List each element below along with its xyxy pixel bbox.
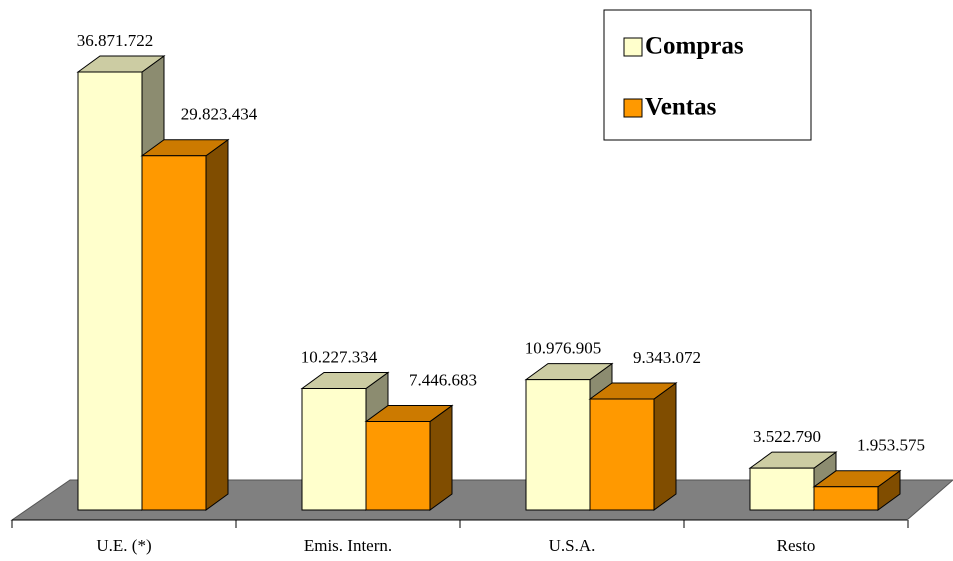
bar-side <box>429 404 453 511</box>
value-label: 7.446.683 <box>409 370 477 389</box>
legend-label: Compras <box>645 33 744 60</box>
value-label: 36.871.722 <box>77 31 154 50</box>
bar-front <box>525 379 591 511</box>
x-tick-label: U.S.A. <box>549 536 596 555</box>
legend <box>603 9 812 141</box>
x-tick-label: U.E. (*) <box>96 536 151 555</box>
value-label: 9.343.072 <box>633 348 701 367</box>
bar <box>364 404 454 511</box>
bar <box>588 382 678 511</box>
bar <box>140 138 230 511</box>
legend-swatch <box>623 37 643 57</box>
bar-front <box>141 155 207 511</box>
bar-side <box>653 382 677 511</box>
bar-front <box>77 71 143 511</box>
bar-front <box>365 421 431 511</box>
legend-swatch <box>623 98 643 118</box>
value-label: 10.227.334 <box>301 347 378 366</box>
bar <box>812 469 902 511</box>
legend-label: Ventas <box>645 94 717 121</box>
value-label: 10.976.905 <box>525 339 602 358</box>
bar-front <box>301 388 367 511</box>
value-label: 29.823.434 <box>181 105 258 124</box>
bar-front <box>749 467 815 511</box>
x-tick-label: Resto <box>777 536 816 555</box>
bar-front <box>813 486 879 511</box>
value-label: 3.522.790 <box>753 427 821 446</box>
value-label: 1.953.575 <box>857 436 925 455</box>
bar-front <box>589 398 655 511</box>
bar-side <box>205 138 229 511</box>
x-tick-label: Emis. Intern. <box>304 536 392 555</box>
